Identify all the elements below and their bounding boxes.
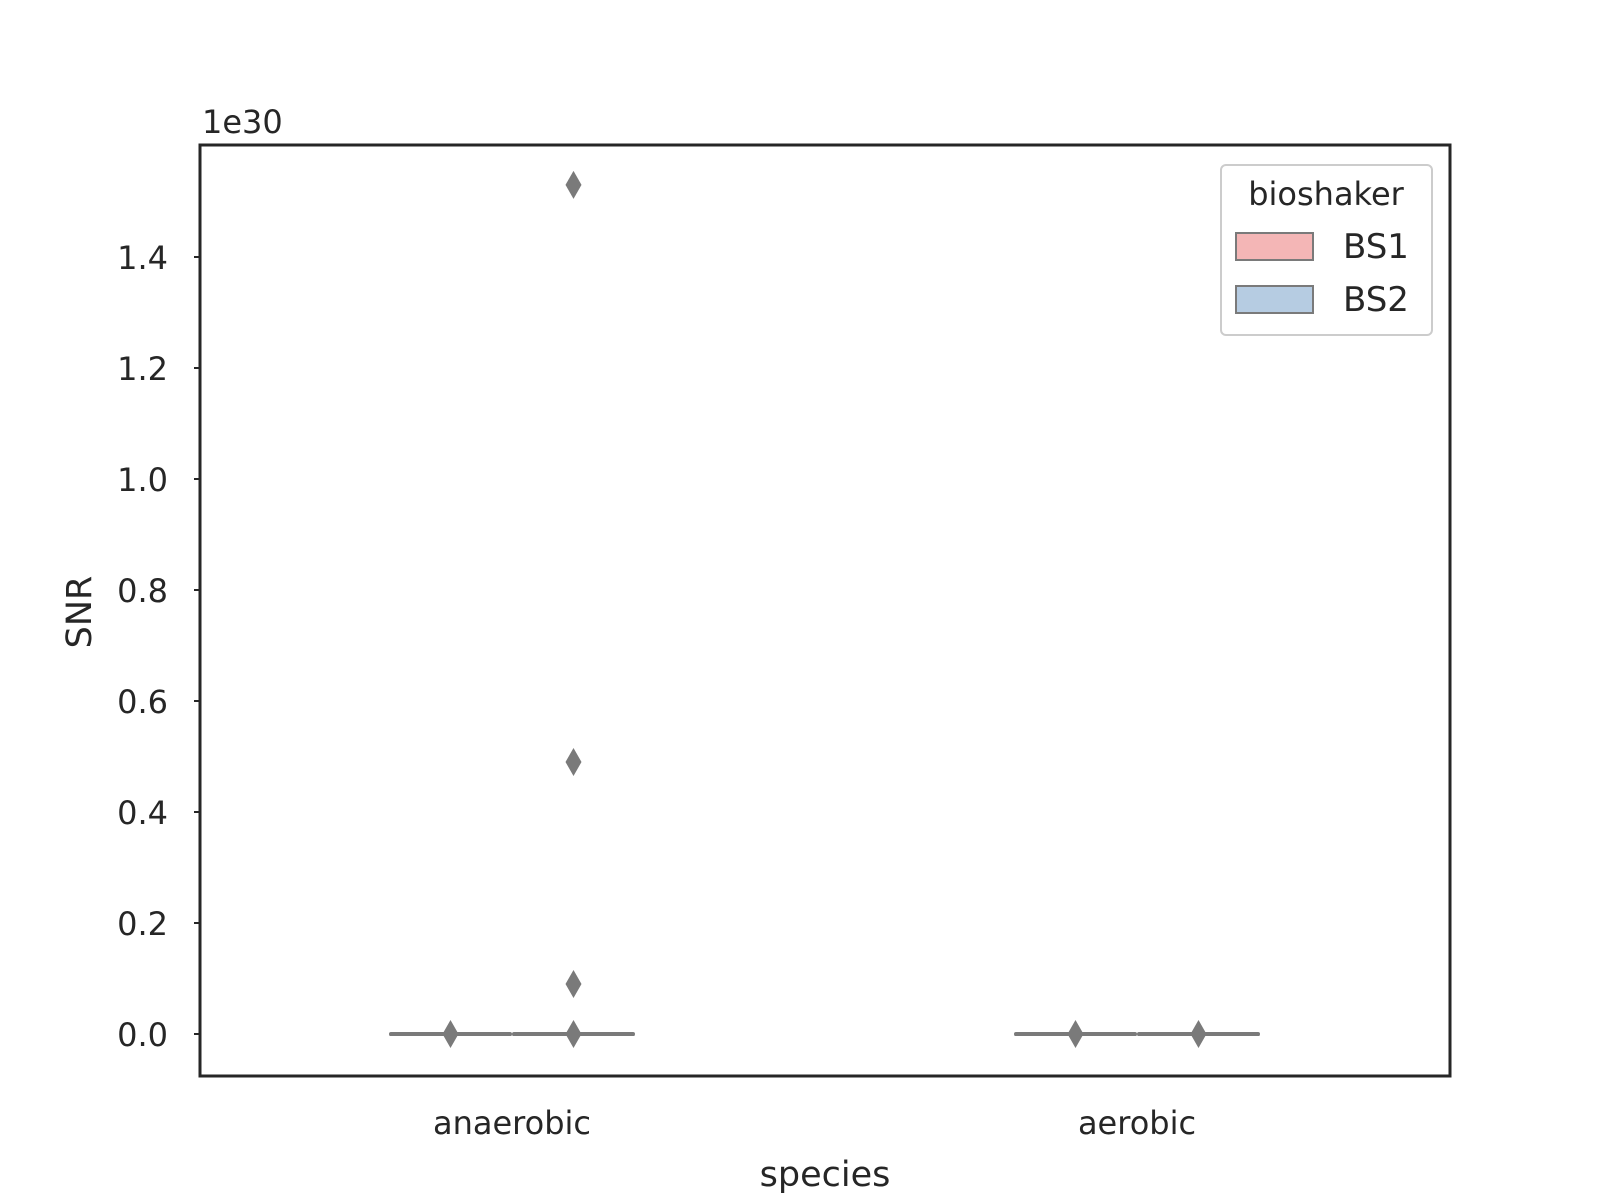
legend-title: bioshaker xyxy=(1248,175,1404,213)
legend-swatch-bs2 xyxy=(1235,285,1314,314)
outlier-point xyxy=(565,970,582,999)
chart-marks xyxy=(389,170,1260,1048)
outlier-point xyxy=(442,1020,459,1048)
y-tick-label: 1.2 xyxy=(117,350,168,388)
x-tick-label: anaerobic xyxy=(433,1104,591,1142)
y-offset-text: 1e30 xyxy=(202,103,283,141)
y-tick-label: 0.8 xyxy=(117,572,168,610)
legend-label-bs2: BS2 xyxy=(1343,280,1409,320)
outlier-point xyxy=(1067,1020,1084,1048)
legend-swatch-bs1 xyxy=(1235,232,1314,261)
x-tick-label: aerobic xyxy=(1078,1104,1196,1142)
y-axis-ticks: 0.0 0.2 0.4 0.6 0.8 1.0 1.2 1.4 xyxy=(117,239,200,1054)
outlier-point xyxy=(565,1020,582,1048)
x-axis-ticks: anaerobic aerobic xyxy=(433,1104,1196,1142)
outlier-point xyxy=(1190,1020,1207,1048)
y-tick-label: 0.4 xyxy=(117,794,168,832)
y-tick-label: 0.0 xyxy=(117,1016,168,1054)
y-tick-label: 1.0 xyxy=(117,461,168,499)
x-axis-label: species xyxy=(760,1155,891,1195)
y-tick-label: 1.4 xyxy=(117,239,168,277)
legend: bioshaker BS1 BS2 xyxy=(1220,164,1433,336)
outlier-point xyxy=(565,748,582,777)
y-axis-label: SNR xyxy=(60,576,100,649)
y-tick-label: 0.6 xyxy=(117,683,168,721)
legend-label-bs1: BS1 xyxy=(1343,227,1409,267)
outlier-point xyxy=(565,170,582,199)
plot-frame xyxy=(198,143,1452,1078)
y-tick-label: 0.2 xyxy=(117,905,168,943)
